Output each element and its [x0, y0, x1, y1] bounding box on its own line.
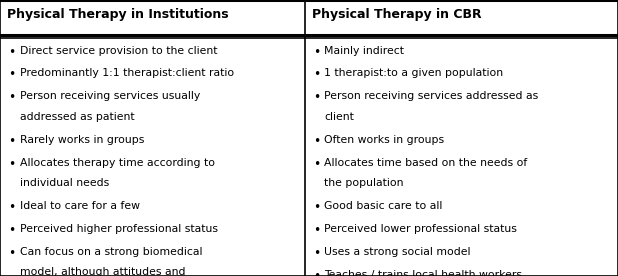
Text: Physical Therapy in Institutions: Physical Therapy in Institutions — [7, 8, 229, 21]
Text: Allocates therapy time according to: Allocates therapy time according to — [20, 158, 215, 168]
Text: •: • — [313, 270, 320, 276]
Text: •: • — [8, 158, 15, 171]
Text: •: • — [313, 158, 320, 171]
Text: •: • — [8, 224, 15, 237]
Text: Mainly indirect: Mainly indirect — [324, 46, 404, 55]
Text: Predominantly 1:1 therapist:client ratio: Predominantly 1:1 therapist:client ratio — [20, 68, 234, 78]
Text: the population: the population — [324, 178, 404, 188]
Text: Often works in groups: Often works in groups — [324, 135, 444, 145]
Text: Allocates time based on the needs of: Allocates time based on the needs of — [324, 158, 528, 168]
Text: •: • — [313, 224, 320, 237]
Text: •: • — [8, 91, 15, 104]
Text: individual needs: individual needs — [20, 178, 109, 188]
Text: •: • — [8, 247, 15, 260]
Text: Teaches / trains local health workers: Teaches / trains local health workers — [324, 270, 522, 276]
Text: Rarely works in groups: Rarely works in groups — [20, 135, 144, 145]
Text: Can focus on a strong biomedical: Can focus on a strong biomedical — [20, 247, 202, 257]
Text: •: • — [313, 91, 320, 104]
Text: Person receiving services addressed as: Person receiving services addressed as — [324, 91, 539, 101]
Text: •: • — [313, 68, 320, 81]
Text: Perceived higher professional status: Perceived higher professional status — [20, 224, 218, 234]
Text: model, although attitudes and: model, although attitudes and — [20, 267, 185, 276]
Text: •: • — [313, 201, 320, 214]
Text: •: • — [313, 247, 320, 260]
Text: Good basic care to all: Good basic care to all — [324, 201, 443, 211]
Text: 1 therapist:to a given population: 1 therapist:to a given population — [324, 68, 504, 78]
Text: Perceived lower professional status: Perceived lower professional status — [324, 224, 517, 234]
Text: •: • — [8, 135, 15, 148]
Text: •: • — [313, 46, 320, 59]
Text: Ideal to care for a few: Ideal to care for a few — [20, 201, 140, 211]
Text: •: • — [8, 46, 15, 59]
Text: Uses a strong social model: Uses a strong social model — [324, 247, 471, 257]
Text: Direct service provision to the client: Direct service provision to the client — [20, 46, 218, 55]
Text: Person receiving services usually: Person receiving services usually — [20, 91, 200, 101]
Text: •: • — [8, 201, 15, 214]
Text: •: • — [313, 135, 320, 148]
Text: Physical Therapy in CBR: Physical Therapy in CBR — [312, 8, 481, 21]
Text: •: • — [8, 68, 15, 81]
Text: client: client — [324, 112, 354, 122]
Text: addressed as patient: addressed as patient — [20, 112, 134, 122]
